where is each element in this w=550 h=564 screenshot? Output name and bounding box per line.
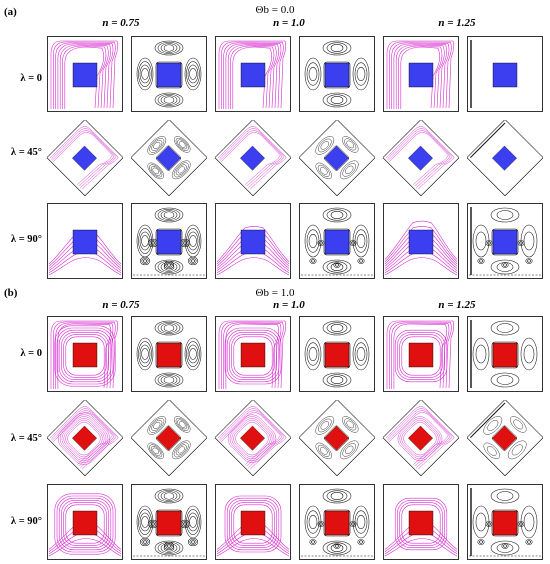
panel-b-lambda0-n075-streamlines — [131, 316, 207, 392]
square-block — [492, 229, 518, 255]
panel-a-col-n125: n = 1.25 — [438, 17, 476, 29]
square-block — [324, 62, 350, 88]
square-block — [240, 62, 266, 88]
panel-b-lambda45-n075-isotherms — [47, 400, 123, 476]
square-block — [492, 425, 517, 451]
square-block — [156, 342, 182, 368]
panel-a-col-n075: n = 0.75 — [102, 17, 140, 29]
square-block — [408, 62, 434, 88]
panel-b-lambda90-n125-streamlines — [467, 484, 543, 560]
panel-a-lambda45-n125-streamlines — [467, 120, 543, 196]
panel-b-lambda90-n075-isotherms — [47, 484, 123, 560]
panel-b-title: Θb = 1.0 — [255, 287, 295, 299]
panel-b-tag: (b) — [4, 287, 18, 299]
square-block — [324, 425, 349, 451]
square-block — [72, 62, 98, 88]
square-block — [72, 510, 98, 536]
panel-b-lambda90-n100-streamlines — [299, 484, 375, 560]
panel-b-col-n125: n = 1.25 — [438, 299, 476, 311]
square-block — [492, 510, 518, 536]
square-block — [72, 342, 98, 368]
panel-a-tag: (a) — [4, 6, 17, 18]
square-block — [240, 510, 266, 536]
square-block — [408, 342, 434, 368]
panel-a-lambda90-n075-streamlines — [131, 203, 207, 279]
panel-b-lambda0-n125-isotherms — [383, 316, 459, 392]
square-block — [324, 342, 350, 368]
panel-a-row-lambda90: λ = 90° — [10, 234, 42, 245]
square-block — [240, 342, 266, 368]
square-block — [72, 229, 98, 255]
panel-b-lambda0-n125-streamlines — [467, 316, 543, 392]
panel-a-lambda90-n075-isotherms — [47, 203, 123, 279]
panel-a-lambda90-n100-streamlines — [299, 203, 375, 279]
panel-a-lambda45-n100-isotherms — [215, 120, 291, 196]
square-block — [156, 229, 182, 255]
panel-b-lambda0-n075-isotherms — [47, 316, 123, 392]
panel-a-col-n100: n = 1.0 — [273, 17, 305, 29]
square-block — [240, 425, 265, 451]
panel-b-lambda90-n100-isotherms — [215, 484, 291, 560]
panel-a-title: Θb = 0.0 — [255, 4, 295, 16]
panel-a-lambda45-n125-isotherms — [383, 120, 459, 196]
panel-b-lambda90-n125-isotherms — [383, 484, 459, 560]
panel-b-lambda45-n100-isotherms — [215, 400, 291, 476]
panel-a-lambda0-n100-isotherms — [215, 36, 291, 112]
panel-a-lambda0-n075-streamlines — [131, 36, 207, 112]
panel-a-lambda90-n125-streamlines — [467, 203, 543, 279]
panel-a-lambda45-n075-streamlines — [131, 120, 207, 196]
panel-a-lambda0-n100-streamlines — [299, 36, 375, 112]
square-block — [408, 145, 433, 171]
square-block — [408, 229, 434, 255]
panel-a-lambda0-n075-isotherms — [47, 36, 123, 112]
panel-b-lambda90-n075-streamlines — [131, 484, 207, 560]
square-block — [156, 145, 181, 171]
square-block — [492, 342, 518, 368]
panel-b-row-lambda45: λ = 45° — [10, 433, 42, 444]
panel-b-lambda0-n100-streamlines — [299, 316, 375, 392]
square-block — [156, 425, 181, 451]
square-block — [324, 510, 350, 536]
panel-a-lambda0-n125-isotherms — [383, 36, 459, 112]
panel-a-lambda90-n100-isotherms — [215, 203, 291, 279]
square-block — [492, 145, 517, 171]
square-block — [240, 145, 265, 171]
panel-a-lambda90-n125-isotherms — [383, 203, 459, 279]
panel-a-lambda45-n100-streamlines — [299, 120, 375, 196]
square-block — [492, 62, 518, 88]
square-block — [156, 62, 182, 88]
panel-b-lambda0-n100-isotherms — [215, 316, 291, 392]
square-block — [156, 510, 182, 536]
square-block — [72, 145, 97, 171]
panel-b-lambda45-n075-streamlines — [131, 400, 207, 476]
square-block — [408, 425, 433, 451]
panel-b-row-lambda0: λ = 0 — [20, 348, 42, 359]
panel-a-row-lambda0: λ = 0 — [20, 73, 42, 84]
panel-b-lambda45-n100-streamlines — [299, 400, 375, 476]
square-block — [408, 510, 434, 536]
panel-a-row-lambda45: λ = 45° — [10, 147, 42, 158]
panel-b-lambda45-n125-streamlines — [467, 400, 543, 476]
panel-a-lambda0-n125-streamlines — [467, 36, 543, 112]
cavity-wall — [299, 36, 375, 112]
square-block — [240, 229, 266, 255]
panel-b-col-n075: n = 0.75 — [102, 299, 140, 311]
panel-b-lambda45-n125-isotherms — [383, 400, 459, 476]
panel-b-col-n100: n = 1.0 — [273, 299, 305, 311]
square-block — [72, 425, 97, 451]
panel-b-row-lambda90: λ = 90° — [10, 516, 42, 527]
panel-a-lambda45-n075-isotherms — [47, 120, 123, 196]
square-block — [324, 229, 350, 255]
square-block — [324, 145, 349, 171]
